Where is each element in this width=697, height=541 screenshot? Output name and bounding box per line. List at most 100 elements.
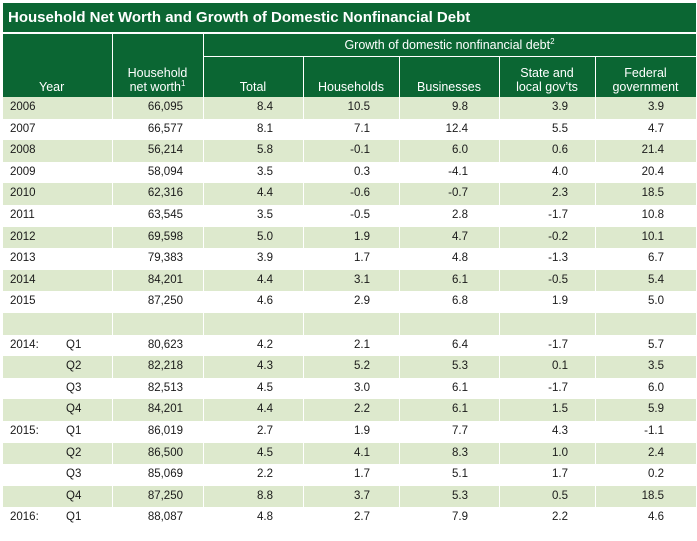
total-cell: 4.4 <box>257 273 273 286</box>
households-cell: 3.7 <box>354 489 370 502</box>
households-cell: 5.2 <box>354 360 370 373</box>
state-local-cell: -1.3 <box>548 252 568 265</box>
net-worth-cell: 85,069 <box>147 468 183 481</box>
federal-cell: 4.7 <box>648 122 664 135</box>
year-cell: 2014 <box>10 273 36 286</box>
state-local-cell: 1.9 <box>552 295 568 308</box>
header-debt-group: Growth of domestic nonfinancial debt2 <box>344 36 555 52</box>
state-local-cell: -0.2 <box>548 230 568 243</box>
year-cell: 2016: <box>10 511 39 524</box>
total-cell: 3.5 <box>257 165 273 178</box>
businesses-cell: -0.7 <box>448 187 468 200</box>
state-local-cell: 1.0 <box>552 446 568 459</box>
federal-cell: 0.2 <box>648 468 664 481</box>
quarter-cell: Q1 <box>66 511 82 524</box>
businesses-cell: 5.3 <box>452 360 468 373</box>
table-body: 2006 66,095 8.4 10.5 9.8 3.9 3.9 2007 66,577 8.1 7… <box>3 97 696 529</box>
households-cell: -0.6 <box>350 187 370 200</box>
year-cell: 2007 <box>10 122 36 135</box>
businesses-cell: 8.3 <box>452 446 468 459</box>
year-cell: 2009 <box>10 165 36 178</box>
federal-cell: 10.8 <box>641 208 664 221</box>
quarter-cell: Q3 <box>66 468 82 481</box>
total-cell: 8.1 <box>257 122 273 135</box>
quarter-cell: Q4 <box>66 489 82 502</box>
net-worth-cell: 84,201 <box>147 273 183 286</box>
table-row: Q4 84,201 4.4 2.2 6.1 1.5 5.9 <box>3 399 696 421</box>
total-cell: 4.8 <box>257 511 273 524</box>
header-households: Households <box>317 80 384 94</box>
net-worth-cell: 66,095 <box>147 101 183 113</box>
federal-cell: 3.5 <box>648 360 664 373</box>
net-worth-cell: 82,218 <box>147 360 183 373</box>
quarter-cell: Q2 <box>66 446 82 459</box>
year-cell: 2015 <box>10 295 36 308</box>
state-local-cell: 4.3 <box>552 424 568 437</box>
table-row: Q2 82,218 4.3 5.2 5.3 0.1 3.5 <box>3 356 696 378</box>
federal-cell: 5.9 <box>648 403 664 416</box>
year-cell: 2011 <box>10 208 35 221</box>
households-cell: 3.1 <box>354 273 370 286</box>
header-businesses: Businesses <box>417 80 481 94</box>
total-cell: 5.0 <box>257 230 273 243</box>
businesses-cell: -4.1 <box>448 165 468 178</box>
net-worth-cell: 58,094 <box>147 165 183 178</box>
total-cell: 3.9 <box>257 252 273 265</box>
federal-cell: 21.4 <box>641 144 664 157</box>
federal-cell: -1.1 <box>644 424 664 437</box>
header-state-local: State and local gov’ts <box>516 66 578 94</box>
households-cell: 2.7 <box>354 511 370 524</box>
businesses-cell: 6.1 <box>452 403 468 416</box>
households-cell: 1.7 <box>354 252 370 265</box>
net-worth-cell: 62,316 <box>147 187 183 200</box>
table-row: Q3 82,513 4.5 3.0 6.1 -1.7 6.0 <box>3 378 696 400</box>
state-local-cell: 5.5 <box>552 122 568 135</box>
year-cell: 2014: <box>10 338 39 351</box>
total-cell: 2.7 <box>257 424 273 437</box>
table-row: Q4 87,250 8.8 3.7 5.3 0.5 18.5 <box>3 485 696 508</box>
state-local-cell: -1.7 <box>548 381 568 394</box>
total-cell: 8.4 <box>257 101 273 113</box>
table-row: 2012 69,598 5.0 1.9 4.7 -0.2 10.1 <box>3 226 696 249</box>
table-row: 2013 79,383 3.9 1.7 4.8 -1.3 6.7 <box>3 248 696 270</box>
quarter-cell: Q2 <box>66 360 82 373</box>
header-total: Total <box>239 80 267 94</box>
table-row: Q3 85,069 2.2 1.7 5.1 1.7 0.2 <box>3 464 696 486</box>
net-worth-cell: 80,623 <box>147 338 183 351</box>
state-local-cell: 3.9 <box>552 101 568 113</box>
table-row: 2015: Q1 86,019 2.7 1.9 7.7 4.3 -1.1 <box>3 421 696 443</box>
state-local-cell: 4.0 <box>552 165 568 178</box>
net-worth-cell: 69,598 <box>147 230 183 243</box>
table-row: 2009 58,094 3.5 0.3 -4.1 4.0 20.4 <box>3 162 696 184</box>
year-cell: 2012 <box>10 230 36 243</box>
year-cell: 2008 <box>10 144 36 157</box>
quarter-cell: Q1 <box>66 338 82 351</box>
total-cell: 3.5 <box>257 208 273 221</box>
businesses-cell: 6.1 <box>452 273 468 286</box>
businesses-cell: 4.8 <box>452 252 468 265</box>
total-cell: 4.5 <box>257 446 273 459</box>
table-title: Household Net Worth and Growth of Domest… <box>3 3 696 32</box>
federal-cell: 3.9 <box>648 101 664 113</box>
households-cell: 4.1 <box>354 446 370 459</box>
quarter-cell: Q3 <box>66 381 82 394</box>
total-cell: 2.2 <box>257 468 273 481</box>
table-row: 2006 66,095 8.4 10.5 9.8 3.9 3.9 <box>3 97 696 119</box>
federal-cell: 6.7 <box>648 252 664 265</box>
total-cell: 8.8 <box>257 489 273 502</box>
quarter-cell: Q4 <box>66 403 82 416</box>
total-cell: 5.8 <box>257 144 273 157</box>
total-cell: 4.4 <box>257 403 273 416</box>
federal-cell: 18.5 <box>641 187 664 200</box>
table-row: 2008 56,214 5.8 -0.1 6.0 0.6 21.4 <box>3 140 696 162</box>
state-local-cell: 0.1 <box>552 360 568 373</box>
net-worth-cell: 66,577 <box>147 122 183 135</box>
businesses-cell: 9.8 <box>452 101 468 113</box>
total-cell: 4.6 <box>257 295 273 308</box>
total-cell: 4.5 <box>257 381 273 394</box>
households-cell: 2.1 <box>354 338 370 351</box>
header-year: Year <box>39 80 65 94</box>
total-cell: 4.2 <box>257 338 273 351</box>
net-worth-cell: 87,250 <box>147 489 183 502</box>
